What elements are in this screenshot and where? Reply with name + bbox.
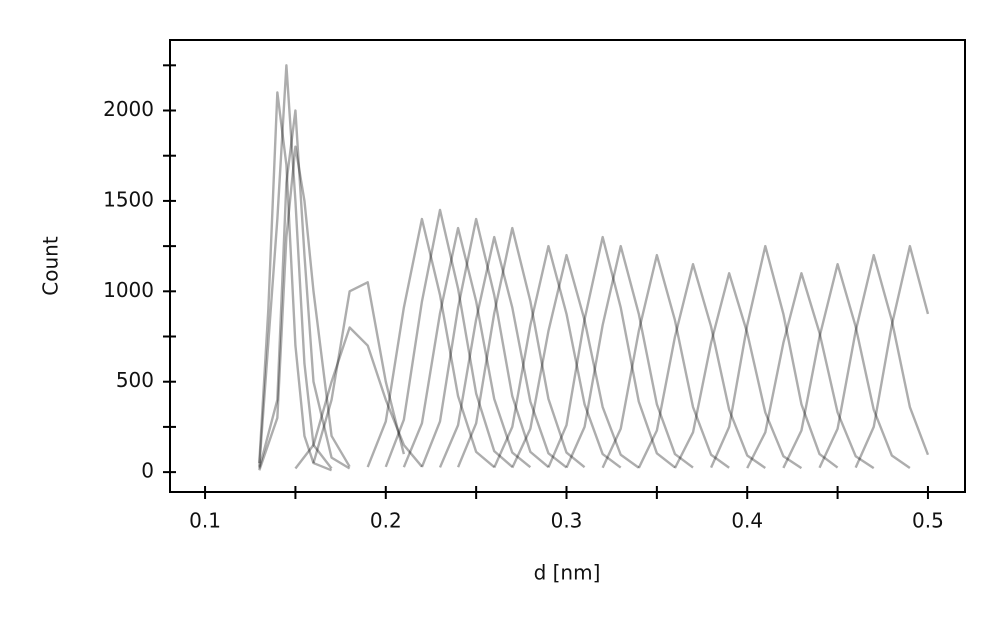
data-line <box>258 145 351 471</box>
x-tick-label: 0.3 <box>551 509 583 533</box>
data-line <box>493 244 622 469</box>
y-tick-label: 0 <box>141 459 154 483</box>
data-line <box>384 208 514 468</box>
data-line <box>673 272 803 470</box>
data-line <box>456 226 586 469</box>
data-line <box>818 253 930 469</box>
data-line <box>438 235 568 469</box>
data-line <box>782 262 911 469</box>
data-line <box>402 226 532 469</box>
y-tick-label: 1000 <box>103 278 154 302</box>
y-tick-label: 500 <box>116 368 154 392</box>
x-tick-label: 0.5 <box>912 509 944 533</box>
data-line <box>294 326 423 470</box>
data-line <box>565 244 694 469</box>
data-line <box>601 253 730 469</box>
y-axis-label: Count <box>39 236 63 296</box>
data-line <box>258 64 333 470</box>
data-line <box>511 253 640 469</box>
data-line <box>258 109 351 470</box>
data-line <box>854 244 930 469</box>
data-line <box>366 217 495 468</box>
x-axis-label: d [nm] <box>534 561 601 585</box>
data-line <box>709 244 839 469</box>
x-tick-label: 0.2 <box>370 509 402 533</box>
data-line <box>637 262 766 469</box>
x-tick-label: 0.4 <box>731 509 763 533</box>
data-line <box>258 91 333 472</box>
data-line <box>746 272 875 470</box>
data-line <box>420 217 550 468</box>
data-line <box>312 281 406 464</box>
x-tick-label: 0.1 <box>189 509 221 533</box>
y-tick-label: 2000 <box>103 97 154 121</box>
y-tick-label: 1500 <box>103 187 154 211</box>
data-line <box>547 235 676 469</box>
